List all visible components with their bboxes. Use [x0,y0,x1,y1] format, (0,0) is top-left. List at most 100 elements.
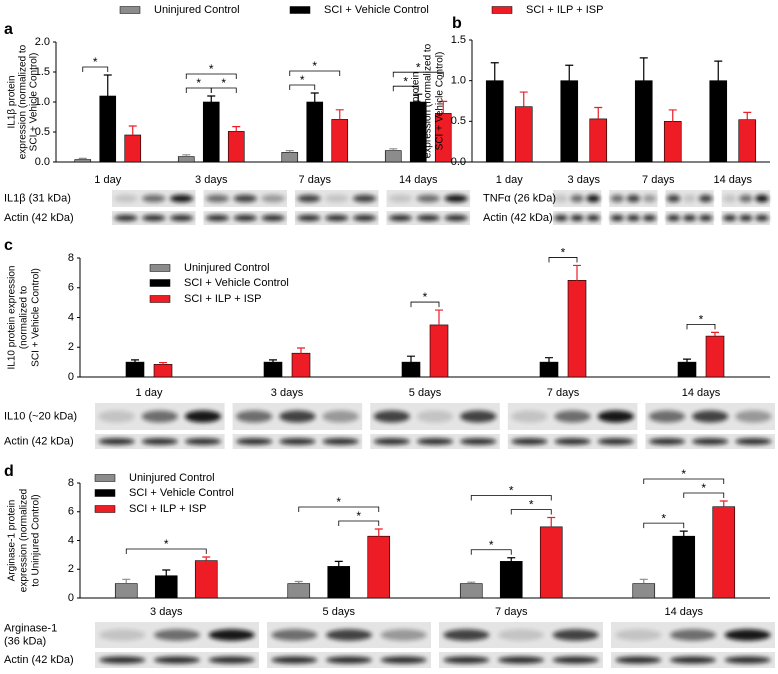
legend-label: Uninjured Control [154,4,240,16]
x-tick-label: 7 days [642,174,675,186]
error-bar [639,57,648,81]
y-axis-label: TNFα protein [411,72,422,131]
y-tick-label: 0 [68,371,74,383]
significance-label: * [529,498,534,512]
blot-label: Arginase-1 [4,622,57,634]
x-tick-label: 3 days [271,387,304,399]
blot-band [698,194,713,203]
blot-band [723,194,737,203]
x-tick-label: 3 days [150,606,183,618]
y-tick-label: 4 [68,534,74,546]
blot-band [554,194,568,203]
blot-band [184,438,222,445]
bar [327,566,351,599]
error-bar [414,93,423,102]
legend-label: SCI + ILP + ISP [129,503,206,515]
error-bar [162,569,171,576]
bar [705,335,725,378]
error-bar [269,359,277,363]
blot-band [615,656,662,664]
blot-band [142,214,166,222]
blot-band [735,438,772,445]
blot-band [325,214,349,222]
blot-band [610,194,625,203]
bar [291,352,311,378]
blot-band [98,410,135,423]
significance-bracket [683,492,725,498]
error-bar [639,578,648,584]
significance-bracket [470,549,512,555]
error-bar [507,557,516,562]
significance-bracket [410,301,440,308]
bar [429,324,449,378]
blot-band [373,438,410,445]
significance-bracket [289,84,316,90]
bar [539,361,559,378]
significance-label: * [221,76,226,90]
x-tick-label: 1 day [496,174,523,186]
legend-swatch [94,489,116,497]
blot-band [586,214,600,222]
y-tick-label: 2 [68,341,74,353]
error-bar [182,154,191,157]
significance-bracket [643,478,725,484]
significance-bracket [392,71,444,78]
y-tick-label: 6 [68,282,74,294]
x-tick-label: 1 day [136,387,163,399]
blot-band [114,214,138,222]
blot-band [570,194,584,203]
bar [459,583,483,599]
legend-swatch [289,6,311,14]
blot-band [554,438,591,445]
error-bar [490,62,499,81]
bar [177,156,195,163]
x-tick-label: 7 days [547,387,580,399]
blot-band [326,656,372,664]
blot-band [205,194,230,203]
error-bar [439,100,448,114]
bar [539,526,563,599]
blot-band [322,410,359,423]
blot-band [114,194,138,203]
blot-band [586,194,600,203]
blot-band [99,629,146,641]
significance-label: * [312,59,317,73]
significance-label: * [509,484,514,498]
y-tick-label: 1.5 [35,66,50,78]
blot-band [416,438,454,445]
error-bar [719,500,728,507]
blot-band [648,410,686,423]
bar [281,152,299,163]
blot-band [615,629,662,641]
blot-band [666,214,681,222]
bar [74,159,92,163]
error-bar [714,60,723,81]
blot-band [597,438,634,445]
error-bar [297,347,305,354]
blot-label: (36 kDa) [4,635,46,647]
y-tick-label: 2 [68,563,74,575]
legend-label: SCI + ILP + ISP [184,293,261,305]
legend-label: Uninjured Control [129,472,215,484]
blot-label: TNFα (26 kDa) [483,192,556,204]
blot-band [642,214,657,222]
x-tick-label: 5 days [409,387,442,399]
error-bar [547,516,556,527]
x-tick-label: 1 day [94,174,121,186]
panel-letter: c [4,237,13,254]
blot-label: Actin (42 kDa) [4,435,74,447]
blot-band [511,438,548,445]
blot-band [297,214,321,222]
significance-label: * [701,481,706,495]
blot-band [498,656,544,664]
y-axis-label: IL10 protein expression [7,266,18,370]
error-bar [310,92,319,102]
blot-band [99,656,146,664]
y-tick-label: 1.0 [35,96,50,108]
y-axis-label: to Uninjured Control) [31,494,42,586]
blot-band [670,656,716,664]
blot-band [388,194,413,203]
bar [384,150,402,163]
error-bar [594,106,603,119]
blot-band [443,656,490,664]
